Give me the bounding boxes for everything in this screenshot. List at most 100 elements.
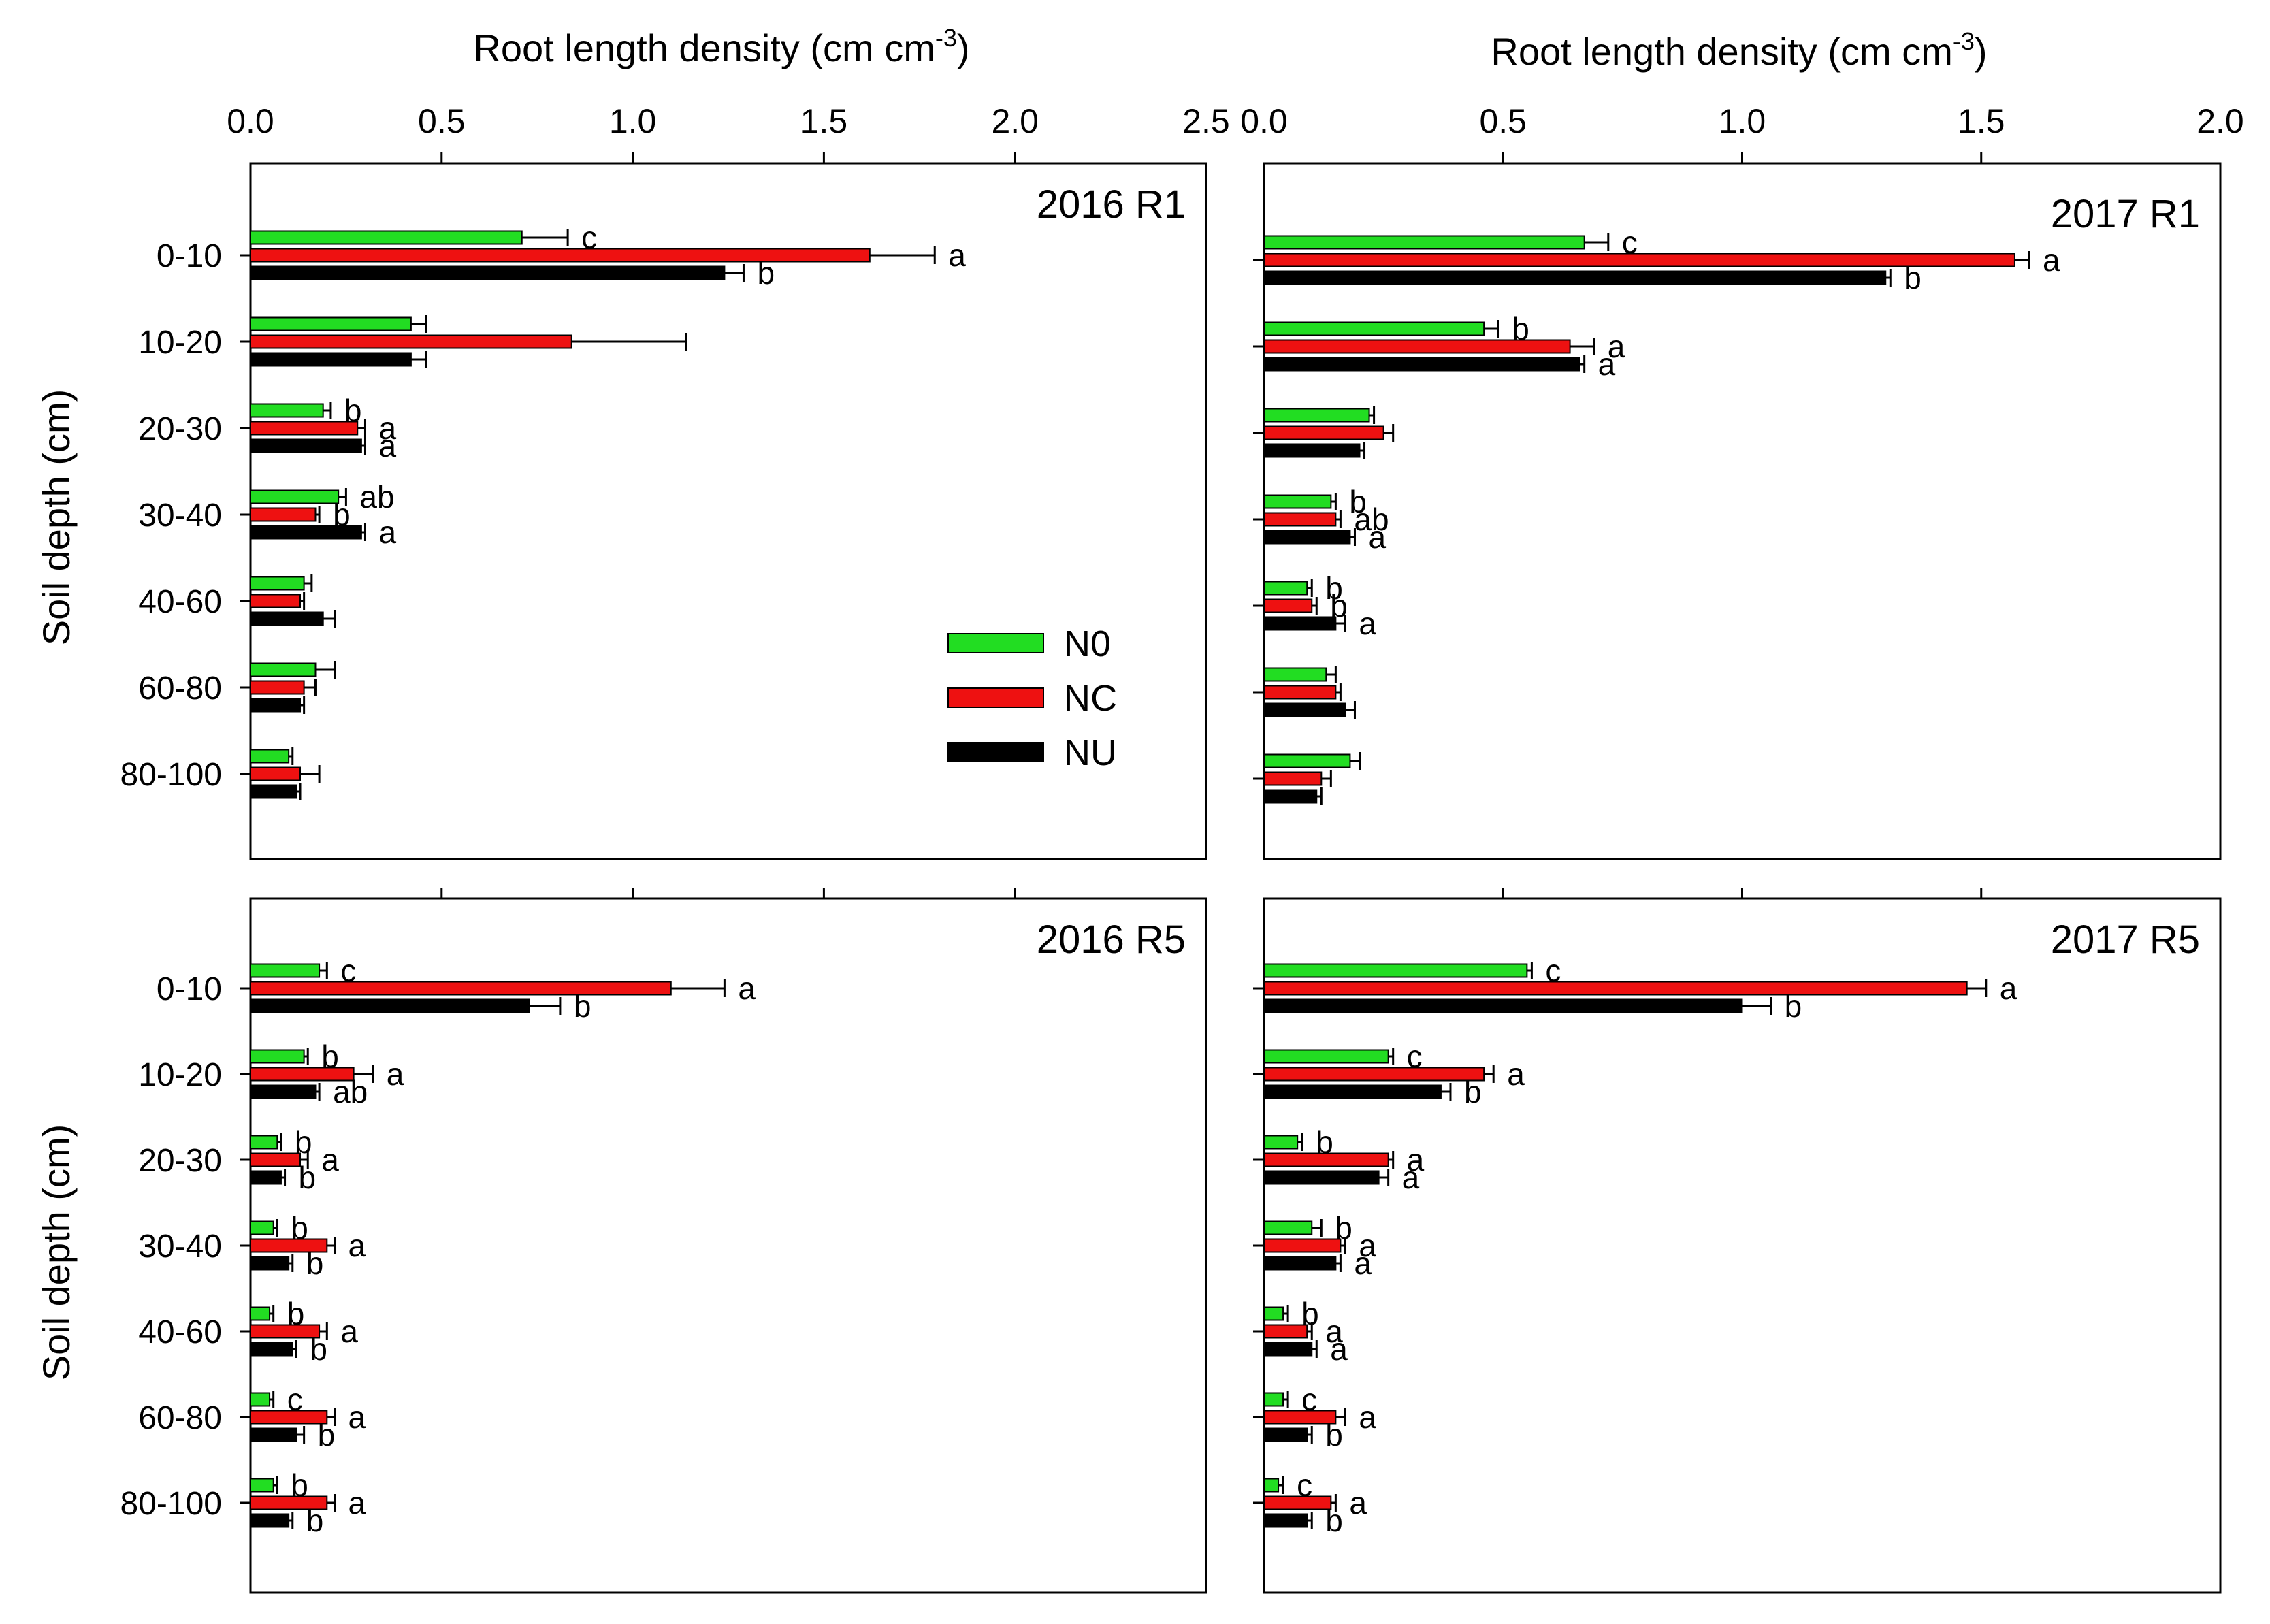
significance-letter: c <box>1297 1467 1312 1503</box>
significance-letter: a <box>378 410 396 446</box>
significance-letter: a <box>1349 1485 1367 1521</box>
x-tick-label: 0.5 <box>418 102 466 140</box>
depth-label: 60-80 <box>138 1400 222 1436</box>
significance-letter: c <box>287 1382 303 1417</box>
bar-n0 <box>250 489 340 504</box>
bar-n0 <box>1263 1049 1389 1064</box>
bar-n0 <box>1263 1392 1284 1407</box>
bar-nc <box>1263 339 1571 354</box>
bar-nu <box>1263 1084 1442 1099</box>
significance-letter: a <box>1359 1228 1376 1263</box>
significance-letter: a <box>1330 1331 1348 1367</box>
significance-letter: a <box>1598 346 1616 382</box>
bar-nc <box>1263 425 1384 440</box>
significance-letter: b <box>299 1160 317 1195</box>
x-tick-label: 1.5 <box>800 102 848 140</box>
x-tick-label: 0.0 <box>1240 102 1288 140</box>
significance-letter: a <box>738 971 756 1006</box>
bar-nu <box>250 1427 297 1442</box>
significance-letter: a <box>1325 1314 1343 1349</box>
significance-letter: b <box>1325 1503 1343 1538</box>
bar-n0 <box>250 1392 271 1407</box>
significance-letter: a <box>1359 606 1376 641</box>
significance-letter: a <box>948 238 966 273</box>
bar-nc <box>1263 1238 1342 1253</box>
plot-frame <box>1263 162 2222 860</box>
significance-letter: c <box>1407 1039 1423 1074</box>
significance-letter: b <box>318 1417 336 1452</box>
bar-nu <box>1263 1342 1313 1357</box>
significance-letter: a <box>387 1056 404 1092</box>
significance-letter: c <box>581 220 597 255</box>
depth-label: 10-20 <box>138 325 222 361</box>
significance-letter: b <box>574 988 591 1024</box>
significance-letter: b <box>306 1503 324 1538</box>
bar-n0 <box>1263 1478 1280 1493</box>
bar-n0 <box>1263 963 1528 978</box>
significance-letter: b <box>757 255 775 291</box>
panel-title: 2016 R5 <box>1037 917 1186 962</box>
bar-nc <box>1263 1324 1308 1339</box>
depth-label: 10-20 <box>138 1057 222 1093</box>
bar-nu <box>250 1342 293 1357</box>
y-axis-title-top: Soil depth (cm) <box>35 389 78 646</box>
bar-nu <box>1263 616 1337 631</box>
significance-letter: a <box>2000 971 2017 1006</box>
bar-n0 <box>250 403 324 418</box>
bar-nu <box>250 698 302 713</box>
depth-label: 40-60 <box>138 584 222 620</box>
depth-label: 80-100 <box>120 757 222 793</box>
y-axis-title-bottom: Soil depth (cm) <box>35 1124 78 1381</box>
significance-letter: a <box>1359 1399 1376 1435</box>
x-tick-label: 2.0 <box>2196 102 2244 140</box>
bar-nu <box>250 525 362 540</box>
panel-title: 2017 R1 <box>2051 192 2200 236</box>
bar-nu <box>250 1170 282 1185</box>
bar-nc <box>250 334 572 349</box>
bar-n0 <box>250 1049 305 1064</box>
bar-n0 <box>250 1478 274 1493</box>
x-tick-label: 0.0 <box>227 102 274 140</box>
significance-letter: a <box>1402 1160 1420 1195</box>
bar-nc <box>1263 771 1323 786</box>
significance-letter: b <box>1349 484 1367 519</box>
legend-swatch-n0 <box>947 633 1044 653</box>
x-tick-label: 1.0 <box>1719 102 1766 140</box>
significance-letter: c <box>1622 225 1638 260</box>
bar-nu <box>1263 270 1887 285</box>
bar-nc <box>1263 1495 1332 1510</box>
bar-n0 <box>1263 494 1332 509</box>
bar-nu <box>250 1256 290 1271</box>
significance-letter: ab <box>333 1074 368 1109</box>
significance-letter: a <box>1368 519 1386 555</box>
bar-nu <box>250 784 297 799</box>
bar-nu <box>1263 1427 1308 1442</box>
bar-n0 <box>250 749 290 764</box>
depth-label: 20-30 <box>138 411 222 447</box>
legend-swatch-nc <box>947 687 1044 708</box>
significance-letter: a <box>2043 242 2060 278</box>
significance-letter: a <box>1507 1056 1525 1092</box>
bar-nc <box>1263 1152 1389 1167</box>
bar-nc <box>250 594 302 608</box>
bar-nc <box>1263 981 1968 996</box>
significance-letter: b <box>310 1331 327 1367</box>
depth-label: 30-40 <box>138 498 222 534</box>
bar-n0 <box>1263 1135 1299 1150</box>
bar-nu <box>250 352 412 367</box>
bar-n0 <box>250 576 305 591</box>
depth-label: 60-80 <box>138 670 222 707</box>
significance-letter: c <box>340 953 356 988</box>
bar-n0 <box>1263 667 1327 682</box>
x-tick-label: 1.5 <box>1958 102 2005 140</box>
bar-n0 <box>1263 235 1585 250</box>
significance-letter: a <box>348 1485 366 1521</box>
bar-n0 <box>250 662 317 677</box>
significance-letter: b <box>1785 988 1802 1024</box>
significance-letter: c <box>1545 953 1561 988</box>
bar-n0 <box>250 963 321 978</box>
bar-nc <box>250 248 871 263</box>
